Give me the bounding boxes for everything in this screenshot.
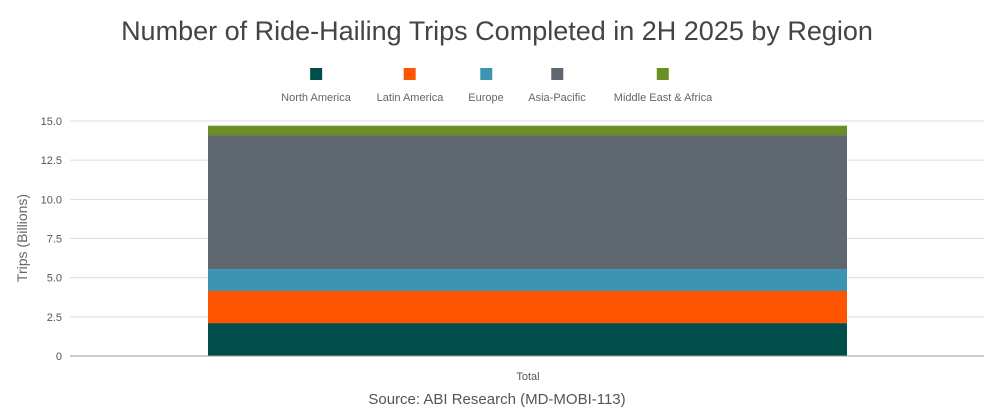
y-axis-label: Trips (Billions) xyxy=(14,194,30,282)
legend-item-north-america[interactable]: North America xyxy=(281,68,351,106)
x-tick-label-total: Total xyxy=(516,371,539,383)
source-note: Source: ABI Research (MD-MOBI-113) xyxy=(368,391,626,408)
bar-segment-asia-pacific[interactable] xyxy=(208,135,847,270)
y-tick-label: 0 xyxy=(56,351,62,363)
legend: North America Latin America Europe Asia-… xyxy=(0,68,994,108)
y-tick-labels: 0 2.5 5.0 7.5 10.0 12.5 15.0 xyxy=(41,116,62,363)
bar-segment-north-america[interactable] xyxy=(208,323,847,356)
bar-segment-middle-east-africa[interactable] xyxy=(208,125,847,136)
legend-item-asia-pacific[interactable]: Asia-Pacific xyxy=(528,68,586,106)
legend-swatch-north-america xyxy=(309,68,322,80)
bar-segment-latin-america[interactable] xyxy=(208,290,847,324)
y-tick-label: 10.0 xyxy=(41,194,62,206)
y-tick-label: 5.0 xyxy=(47,273,62,285)
chart-title: Number of Ride-Hailing Trips Completed i… xyxy=(121,16,873,46)
bars xyxy=(208,125,847,356)
legend-label-asia-pacific: Asia-Pacific xyxy=(528,92,586,104)
legend-label-middle-east-africa: Middle East & Africa xyxy=(613,92,713,104)
legend-swatch-asia-pacific xyxy=(551,68,563,80)
legend-label-europe: Europe xyxy=(468,92,504,104)
y-tick-label: 15.0 xyxy=(41,116,62,128)
legend-label-north-america: North America xyxy=(281,92,351,104)
legend-swatch-latin-america xyxy=(404,68,416,80)
legend-item-middle-east-africa[interactable]: Middle East & Africa xyxy=(614,68,712,106)
y-tick-label: 12.5 xyxy=(41,155,62,167)
y-tick-label: 7.5 xyxy=(47,234,62,246)
legend-swatch-middle-east-africa xyxy=(657,68,669,80)
legend-item-latin-america[interactable]: Latin America xyxy=(376,68,444,106)
legend-swatch-europe xyxy=(479,68,492,80)
legend-label-latin-america: Latin America xyxy=(376,92,444,104)
legend-item-europe[interactable]: Europe xyxy=(468,68,504,106)
y-tick-label: 2.5 xyxy=(47,312,62,324)
bar-segment-europe[interactable] xyxy=(208,269,847,291)
